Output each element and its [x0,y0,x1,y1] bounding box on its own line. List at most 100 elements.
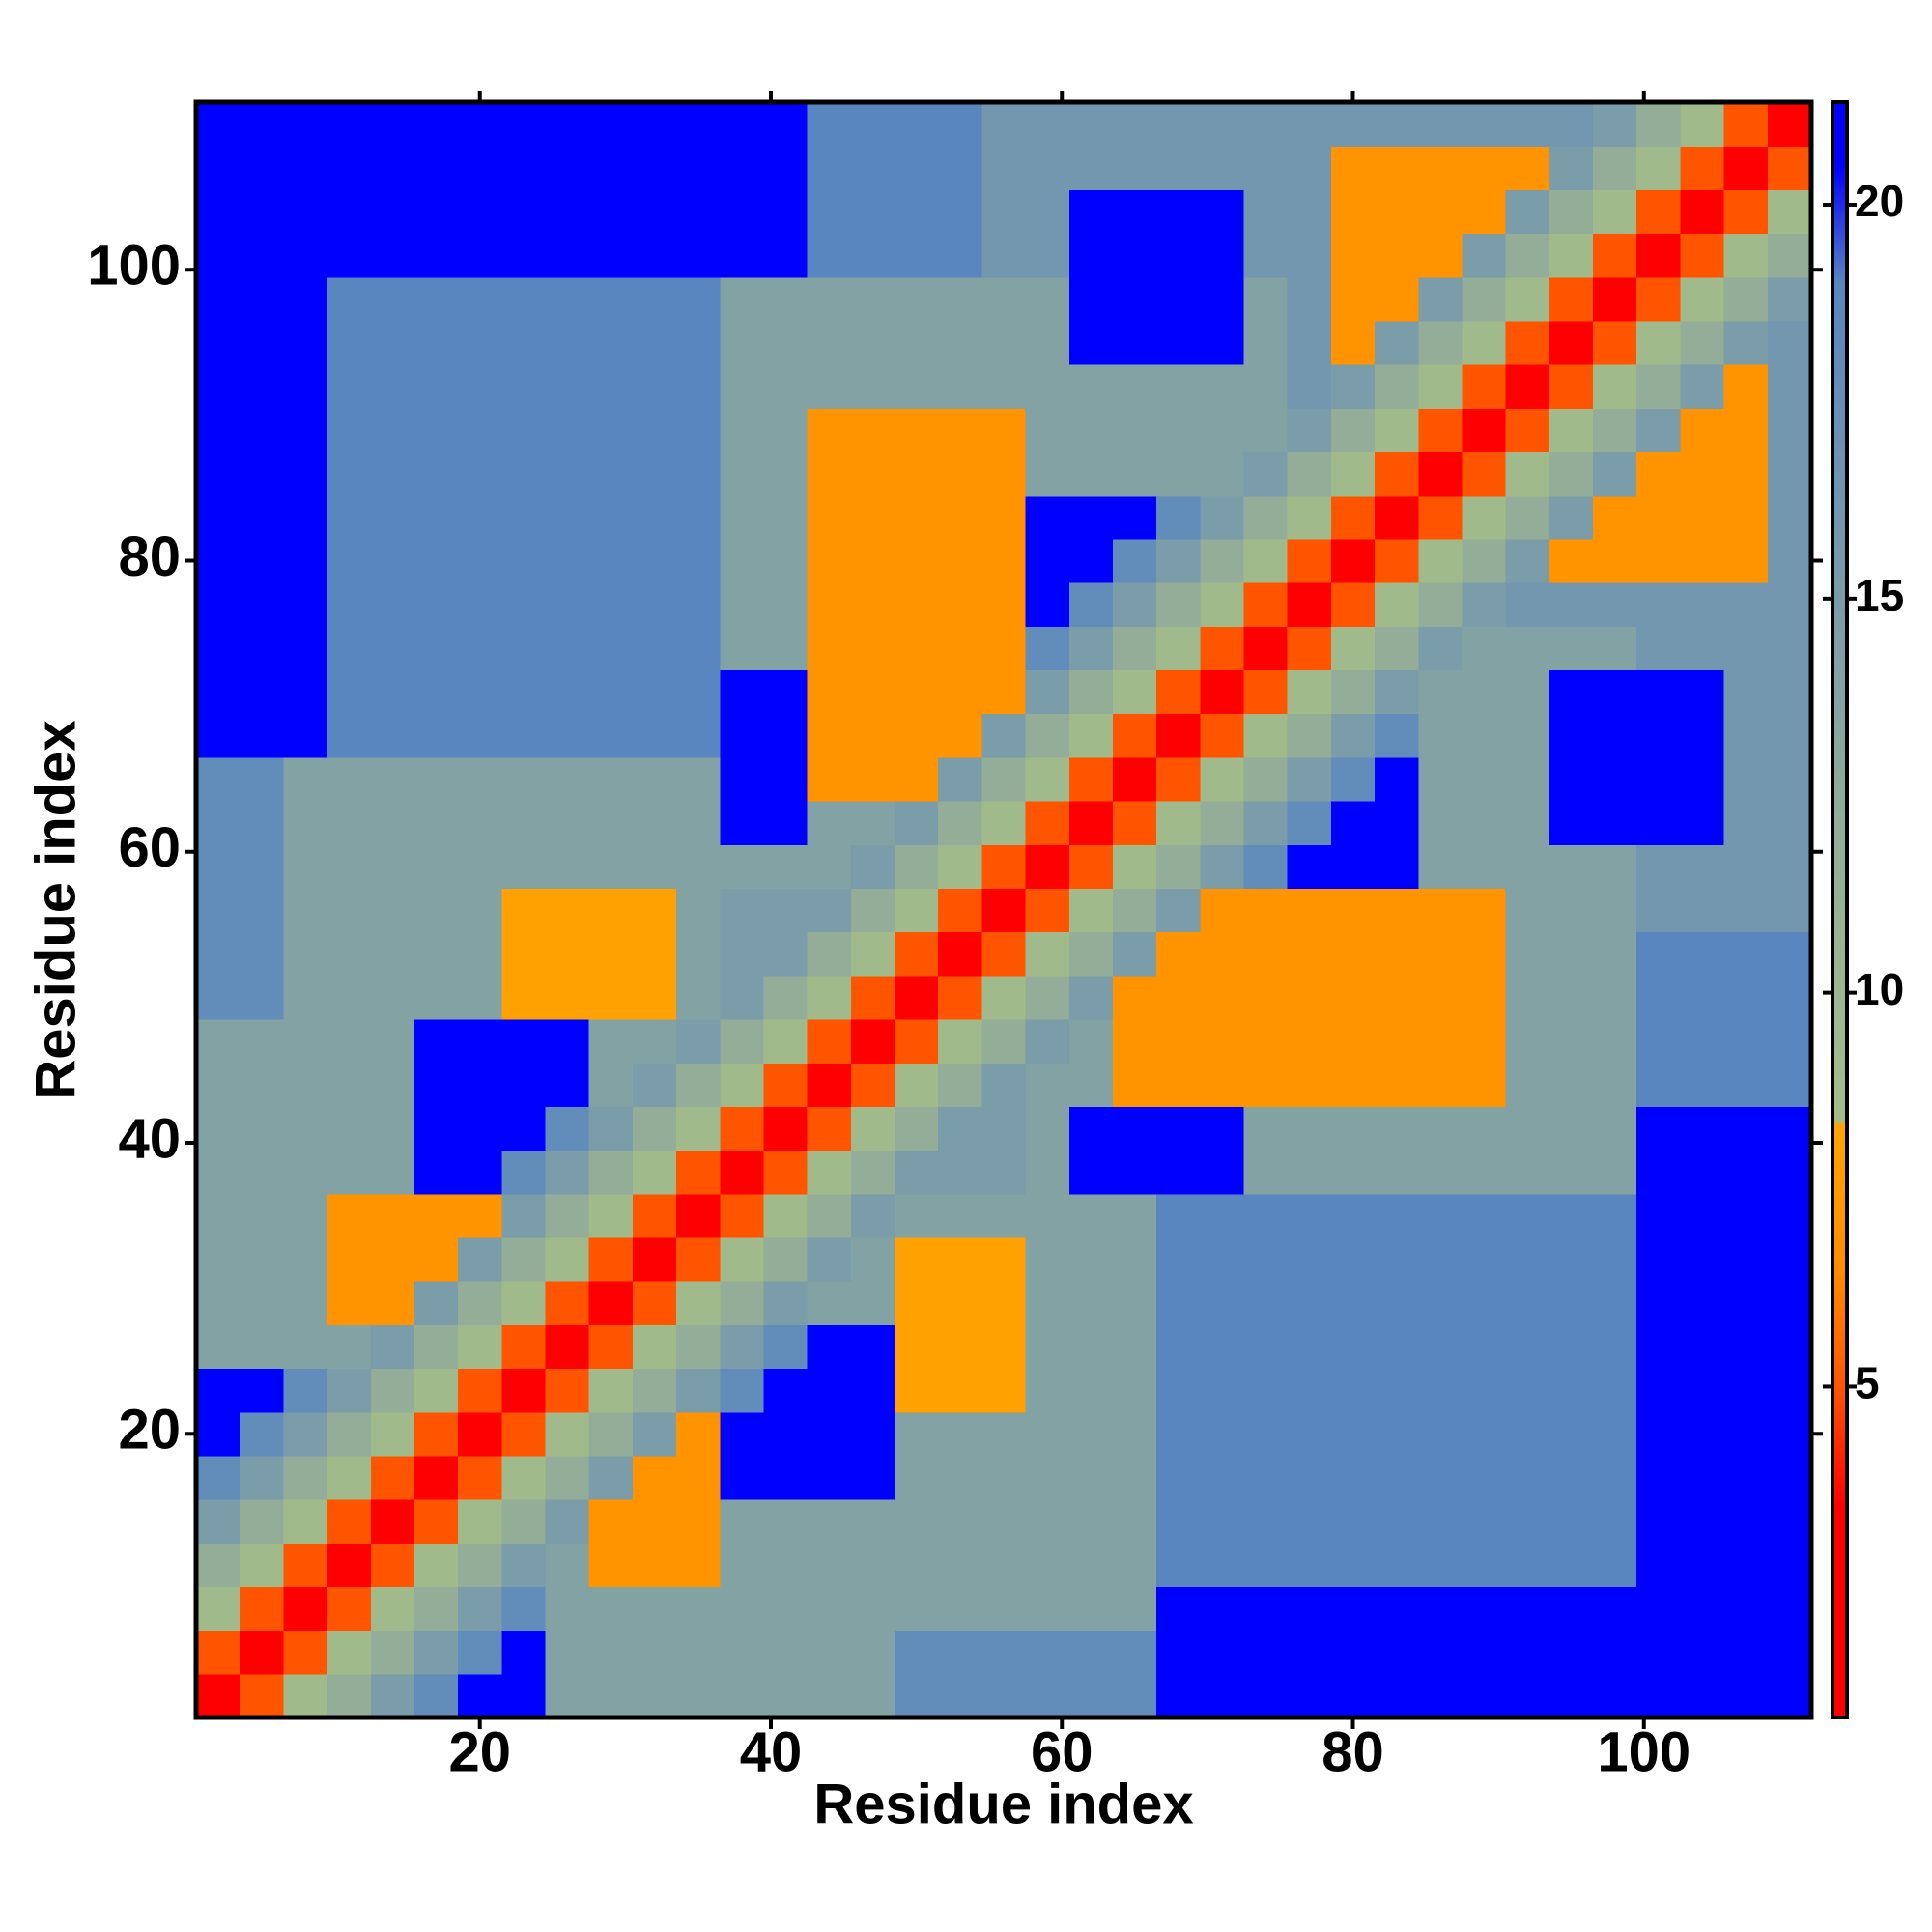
heatmap-cell [458,495,502,540]
heatmap-cell [370,582,415,627]
heatmap-cell [632,1630,677,1675]
heatmap-cell [1375,1150,1419,1195]
heatmap-cell [938,1586,983,1632]
heatmap-cell [1330,1063,1376,1107]
heatmap-cell [895,1455,939,1500]
heatmap-cell [807,495,852,540]
heatmap-cell [1287,582,1332,627]
heatmap-cell [938,1193,983,1238]
heatmap-cell [545,1673,590,1719]
heatmap-cell [283,1236,328,1282]
heatmap-cell [720,801,765,845]
heatmap-cell [895,320,939,365]
heatmap-cell [1418,1411,1463,1457]
heatmap-cell [981,233,1027,278]
heatmap-cell [632,1673,677,1719]
heatmap-cell [588,1150,634,1195]
heatmap-cell [501,1499,547,1544]
heatmap-cell [1330,1193,1376,1238]
heatmap-cell [676,1586,721,1632]
heatmap-cell [1636,888,1682,933]
heatmap-cell [632,844,677,890]
heatmap-cell [1680,451,1725,497]
heatmap-cell [676,975,721,1020]
heatmap-cell [196,1193,241,1238]
heatmap-cell [588,1630,634,1675]
heatmap-cell [240,233,284,278]
heatmap-cell [981,1063,1027,1107]
heatmap-cell [1112,538,1157,583]
heatmap-cell [588,1455,634,1500]
heatmap-cell [1112,1673,1157,1719]
heatmap-cell [938,1106,983,1151]
heatmap-cell [370,975,415,1020]
heatmap-cell [1462,756,1507,802]
heatmap-cell [1200,975,1245,1020]
heatmap-cell [458,931,502,977]
heatmap-cell [1767,1063,1812,1107]
heatmap-cell [1767,1411,1812,1457]
heatmap-cell [1636,102,1682,147]
heatmap-cell [981,931,1027,977]
heatmap-cell [545,451,590,497]
heatmap-cell [1025,364,1070,409]
heatmap-cell [283,756,328,802]
heatmap-cell [1636,1543,1682,1588]
heatmap-cell [1680,1411,1725,1457]
heatmap-cell [763,1106,809,1151]
heatmap-cell [283,276,328,322]
heatmap-cell [1330,1586,1376,1632]
heatmap-cell [895,1018,939,1064]
heatmap-cell [763,931,809,977]
heatmap-cell [1767,756,1812,802]
heatmap-cell [720,888,765,933]
heatmap-cell [676,233,721,278]
heatmap-cell [1112,1630,1157,1675]
heatmap-cell [981,1018,1027,1064]
heatmap-cell [720,1543,765,1588]
heatmap-cell [327,888,372,933]
heatmap-cell [632,1281,677,1325]
heatmap-cell [763,844,809,890]
heatmap-cell [1593,1543,1637,1588]
heatmap-cell [676,1281,721,1325]
heatmap-cell [1243,713,1289,758]
heatmap-cell [1418,756,1463,802]
heatmap-cell [1243,451,1289,497]
heatmap-cell [1375,189,1419,235]
heatmap-cell [676,1455,721,1500]
heatmap-cell [1025,1018,1070,1064]
heatmap-cell [763,1063,809,1107]
heatmap-cell [501,102,547,147]
heatmap-cell [1505,713,1550,758]
heatmap-cell [981,1236,1027,1282]
heatmap-cell [895,1368,939,1413]
heatmap-cell [938,756,983,802]
heatmap-cell [1375,844,1419,890]
heatmap-cell [1330,582,1376,627]
heatmap-cell [1112,276,1157,322]
heatmap-cell [1068,1106,1114,1151]
heatmap-cell [1330,1150,1376,1195]
heatmap-cell [1156,1281,1201,1325]
heatmap-cell [458,626,502,671]
heatmap-cell [196,1281,241,1325]
heatmap-cell [981,1673,1027,1719]
heatmap-cell [720,451,765,497]
heatmap-cell [1636,1063,1682,1107]
heatmap-cell [1112,1543,1157,1588]
heatmap-cell [458,364,502,409]
heatmap-cell [413,1455,459,1500]
heatmap-cell [1243,320,1289,365]
heatmap-cell [1068,233,1114,278]
heatmap-cell [1636,1236,1682,1282]
heatmap-cell [1548,931,1594,977]
heatmap-cell [1505,1281,1550,1325]
heatmap-cell [720,364,765,409]
heatmap-cell [1156,102,1201,147]
heatmap-cell [938,1324,983,1370]
y-tick-label: 100 [87,235,181,298]
heatmap-cell [1156,495,1201,540]
heatmap-cell [938,1018,983,1064]
heatmap-cell [763,582,809,627]
